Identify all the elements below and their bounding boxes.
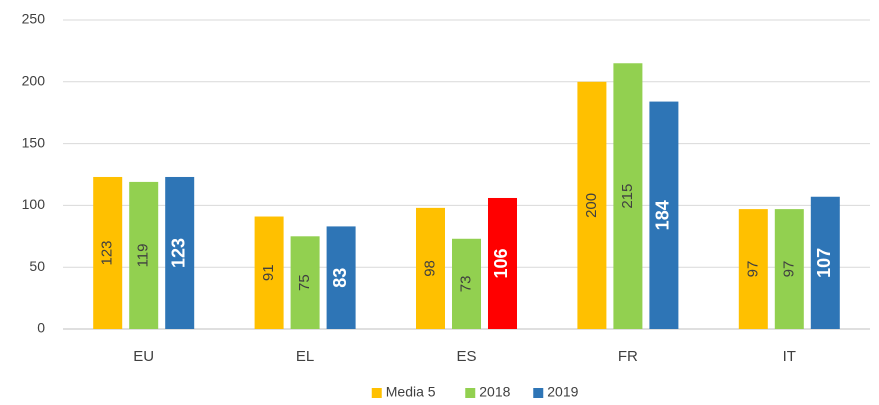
data-label: 97: [744, 261, 761, 278]
data-label: 184: [653, 200, 673, 230]
y-tick-label: 50: [29, 258, 45, 274]
bar: [452, 238, 481, 329]
legend-label: 2019: [547, 384, 578, 400]
bar: [254, 216, 284, 329]
bar: [488, 197, 517, 329]
legend-swatch: [371, 388, 382, 398]
y-tick-label: 100: [22, 196, 46, 212]
data-label: 107: [814, 248, 834, 278]
bar: [165, 176, 195, 329]
data-label: 75: [296, 274, 313, 291]
bar: [93, 176, 123, 329]
bar: [649, 101, 679, 330]
data-label: 98: [421, 260, 438, 277]
bar: [738, 209, 768, 329]
data-label: 106: [491, 248, 511, 278]
legend-swatch: [465, 388, 476, 398]
data-label: 83: [330, 268, 350, 288]
data-label: 123: [168, 238, 188, 268]
data-label: 97: [780, 261, 797, 278]
bar: [774, 209, 804, 329]
bar: [129, 181, 159, 329]
bar: [577, 81, 607, 329]
y-tick-label: 200: [22, 73, 46, 89]
legend-label: Media 5: [386, 384, 436, 400]
x-tick-label: FR: [618, 348, 638, 365]
bar: [290, 236, 320, 329]
data-label: 123: [99, 240, 116, 265]
legend-label: 2018: [479, 384, 510, 400]
y-tick-label: 150: [22, 134, 46, 150]
x-tick-label: ES: [456, 348, 476, 365]
data-label: 119: [135, 243, 152, 267]
legend-swatch: [533, 388, 544, 398]
bar: [810, 196, 840, 329]
x-tick-label: EL: [296, 348, 314, 365]
data-label: 91: [260, 264, 277, 281]
bar: [613, 63, 643, 329]
y-tick-label: 250: [22, 11, 46, 27]
x-tick-label: EU: [133, 348, 154, 365]
data-label: 215: [619, 184, 636, 209]
bar: [326, 226, 356, 329]
x-tick-label: IT: [783, 348, 796, 365]
data-label: 73: [457, 276, 474, 293]
y-tick-label: 0: [37, 320, 45, 336]
data-label: 200: [583, 193, 600, 218]
bar: [416, 207, 445, 329]
